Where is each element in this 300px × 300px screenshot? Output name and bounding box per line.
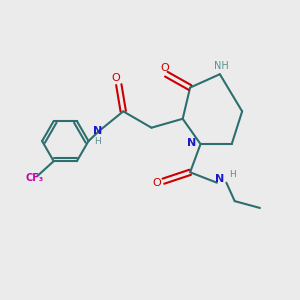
Text: H: H [229, 170, 236, 179]
Text: N: N [214, 174, 224, 184]
Text: O: O [111, 73, 120, 83]
Text: O: O [152, 178, 161, 188]
Text: O: O [160, 63, 169, 73]
Text: NH: NH [214, 61, 229, 71]
Text: N: N [187, 138, 196, 148]
Text: CF₃: CF₃ [26, 172, 44, 182]
Text: H: H [94, 136, 101, 146]
Text: N: N [93, 126, 103, 136]
